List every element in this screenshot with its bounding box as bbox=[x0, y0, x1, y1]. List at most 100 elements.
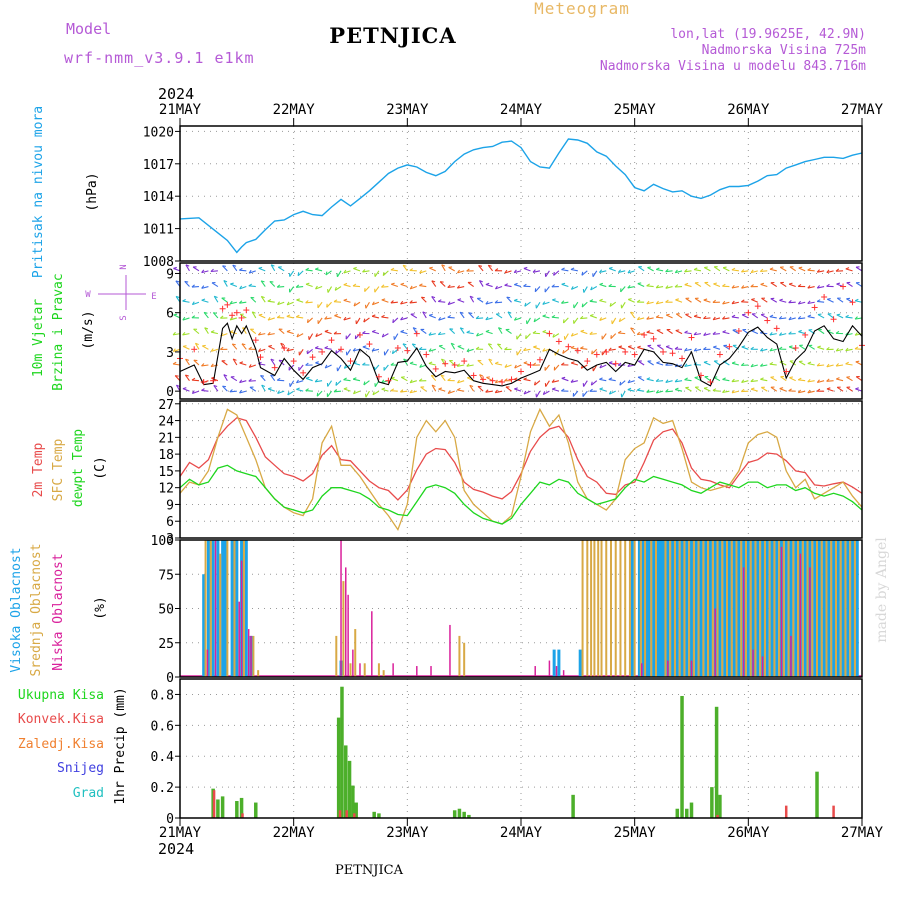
wind-barb-head bbox=[296, 333, 299, 338]
wind-barb-head bbox=[506, 296, 511, 299]
wind-barb bbox=[184, 374, 190, 382]
wind-barb bbox=[428, 333, 436, 336]
wind-barb-head bbox=[485, 282, 490, 286]
wind-barb-head bbox=[789, 345, 793, 348]
cloud-mid-bar bbox=[600, 540, 603, 677]
cloud-mid-bar bbox=[226, 540, 229, 677]
wind-barb-head bbox=[381, 298, 386, 301]
cloud-low-bar bbox=[548, 660, 551, 677]
wind-barb bbox=[817, 300, 825, 303]
wind-barb-head bbox=[740, 362, 745, 366]
wind-barb bbox=[477, 385, 484, 392]
wind-barb bbox=[665, 390, 673, 393]
wind-barb-head bbox=[494, 361, 499, 365]
wind-barb-head bbox=[324, 345, 329, 349]
precip-total-bar bbox=[239, 797, 244, 818]
wind-barb bbox=[608, 267, 616, 272]
wind-barb-head bbox=[580, 329, 585, 332]
wind-barb-head bbox=[826, 283, 830, 287]
wind-barb-head bbox=[759, 363, 764, 367]
wind-barb bbox=[516, 333, 522, 340]
wind-barb bbox=[656, 390, 664, 394]
wind-barb bbox=[504, 284, 512, 288]
wind-barb-head bbox=[287, 391, 290, 396]
wind-barb bbox=[353, 301, 361, 307]
wind-barb bbox=[327, 286, 333, 293]
wind-barb-head bbox=[788, 282, 793, 285]
y-tick-label: 1011 bbox=[143, 223, 174, 238]
wind-barb bbox=[213, 295, 219, 303]
wind-barb-head bbox=[495, 285, 498, 290]
wind-barb bbox=[817, 364, 825, 367]
wind-barb bbox=[270, 264, 276, 272]
wind-barb bbox=[514, 300, 522, 303]
cloud-mid-bar bbox=[797, 540, 800, 677]
wind-barb bbox=[760, 314, 768, 319]
cloud-mid-bar bbox=[844, 540, 847, 677]
cloud-high-bar bbox=[761, 540, 765, 677]
wind-barb-head bbox=[788, 300, 792, 304]
wind-barb bbox=[621, 301, 626, 309]
wind-barb-head bbox=[438, 317, 442, 321]
wind-barb-head bbox=[523, 283, 527, 287]
wind-barb bbox=[476, 297, 484, 303]
wind-barb bbox=[516, 349, 522, 356]
wind-barb-head bbox=[391, 350, 394, 354]
wind-barb-head bbox=[630, 327, 635, 330]
cloud-mid-bar bbox=[754, 540, 757, 677]
wind-barb-head bbox=[305, 267, 309, 271]
wind-barb-head bbox=[627, 363, 631, 367]
wind-barb bbox=[675, 380, 683, 383]
wind-barb bbox=[545, 270, 550, 278]
wind-barb-head bbox=[286, 347, 290, 352]
wind-barb bbox=[780, 282, 787, 287]
wind-barb bbox=[675, 329, 683, 335]
cloud-mid-bar bbox=[354, 629, 357, 677]
wind-barb bbox=[248, 380, 256, 382]
wind-barb bbox=[191, 285, 199, 288]
wind-barb bbox=[846, 298, 853, 303]
wind-barb-head bbox=[270, 358, 275, 361]
wind-barb bbox=[297, 270, 304, 277]
wind-barb bbox=[618, 332, 626, 335]
wind-barb-head bbox=[836, 282, 841, 285]
wind-barb bbox=[289, 380, 295, 387]
wind-barb bbox=[731, 362, 740, 366]
wind-barb-head bbox=[619, 381, 622, 386]
wind-barb bbox=[553, 270, 560, 276]
cloud-mid-bar bbox=[820, 540, 823, 677]
precip-total-bar bbox=[235, 801, 239, 818]
wind-barb bbox=[526, 317, 531, 325]
wind-barb bbox=[457, 286, 465, 289]
wind-barb bbox=[267, 317, 275, 321]
wind-barb bbox=[608, 348, 616, 351]
wind-barb-head bbox=[488, 343, 492, 346]
wind-barb-head bbox=[431, 384, 436, 387]
wind-label-line2: Brzina i Pravac bbox=[51, 273, 66, 390]
wind-barb bbox=[459, 327, 465, 334]
wind-barb bbox=[485, 301, 493, 305]
precip-total-bar bbox=[685, 808, 689, 818]
wind-barb bbox=[599, 378, 607, 382]
wind-barb bbox=[581, 270, 588, 276]
wind-barb-head bbox=[797, 315, 802, 320]
wind-barb bbox=[391, 377, 399, 382]
wind-barb-head bbox=[261, 280, 265, 283]
cloud-mid-bar bbox=[252, 635, 255, 677]
wind-barb-head bbox=[703, 386, 708, 389]
wind-barb-head bbox=[590, 286, 593, 291]
wind-barb bbox=[580, 330, 588, 335]
footer-location: PETNJICA bbox=[335, 863, 404, 878]
wind-barb-head bbox=[845, 332, 849, 336]
wind-barb-head bbox=[343, 316, 347, 321]
wind-barb-head bbox=[277, 390, 280, 394]
y-tick-label: 0.6 bbox=[151, 719, 174, 734]
wind-barb-head bbox=[447, 378, 451, 381]
wind-barb bbox=[363, 317, 370, 323]
wind-barb bbox=[630, 311, 636, 319]
cloud-low-bar bbox=[534, 666, 536, 677]
wind-barb-head bbox=[222, 385, 227, 388]
wind-barb-head bbox=[551, 314, 556, 318]
wind-barb bbox=[599, 283, 607, 288]
